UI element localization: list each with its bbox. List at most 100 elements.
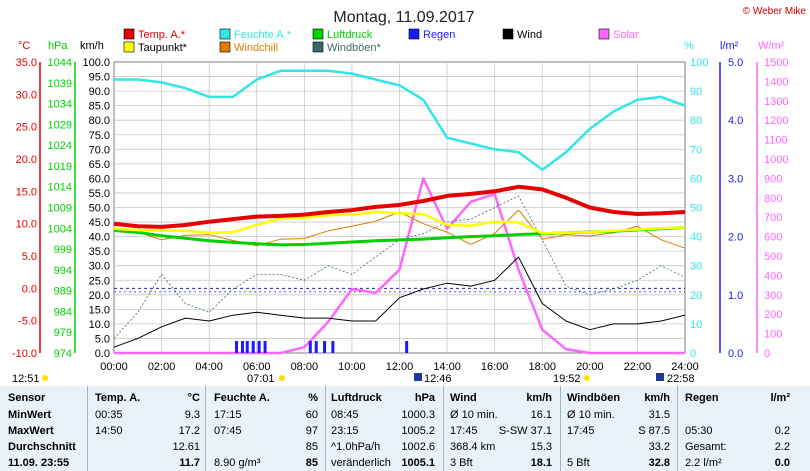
row-label: Durchschnitt (8, 441, 76, 453)
legend-label: Solar (613, 29, 639, 41)
tick-x: 12:00 (386, 361, 414, 373)
rain-bar (331, 341, 335, 353)
rain-bar (240, 341, 244, 353)
tick-rain: 3.0 (728, 173, 743, 185)
tick-solar: 700 (764, 212, 782, 224)
temp-value: 9.3 (184, 409, 200, 421)
tick-x: 18:00 (528, 361, 556, 373)
header-boeen: Windböen (567, 392, 621, 404)
tick-hpa: 1044 (48, 57, 72, 69)
regen-time: 05:30 (685, 425, 713, 437)
tick-x: 06:00 (243, 361, 271, 373)
tick-pct: 70 (690, 144, 702, 156)
series-feuchte-a (114, 69, 686, 171)
header-wind: Wind (450, 392, 477, 404)
rain-bar (235, 341, 239, 353)
tick-x: 22:00 (624, 361, 652, 373)
tick-solar: 400 (764, 270, 782, 282)
legend-swatch (123, 41, 135, 53)
tick-temp: -10.0 (12, 348, 37, 360)
unit-pct: % (684, 40, 694, 52)
regen-value: 0.0 (774, 457, 790, 469)
feuchte-value: 97 (305, 425, 318, 437)
regen-value: 0.2 (774, 425, 790, 437)
druck-time: ^1.0hPa/h (331, 441, 381, 453)
legend-swatch (219, 28, 231, 40)
header-temp-unit: °C (187, 392, 200, 404)
tick-temp: 5.0 (22, 251, 37, 263)
tick-x: 08:00 (291, 361, 319, 373)
mark-sunset: 19:52 (553, 373, 581, 385)
header-regen-unit: l/m² (770, 392, 790, 404)
tick-kmh: 10.0 (89, 319, 110, 331)
tick-rain: 2.0 (728, 232, 743, 244)
tick-x: 00:00 (100, 361, 128, 373)
tick-solar: 800 (764, 193, 782, 205)
tick-solar: 1500 (764, 57, 788, 69)
feuchte-value: 60 (305, 409, 318, 421)
tick-solar: 1400 (764, 76, 788, 88)
unit-hpa: hPa (48, 40, 68, 52)
tick-x: 20:00 (576, 361, 604, 373)
regen-value: 2.2 (774, 441, 790, 453)
series-windchill (113, 209, 686, 249)
tick-hpa: 984 (54, 306, 72, 318)
tick-kmh: 75.0 (89, 130, 110, 142)
tick-solar: 300 (764, 290, 782, 302)
header-temp: Temp. A. (95, 392, 141, 404)
temp-value: 17.2 (178, 425, 200, 437)
temp-value: 11.7 (179, 457, 200, 469)
regen-time: 2.2 l/m² (685, 457, 722, 469)
tick-kmh: 35.0 (89, 246, 110, 258)
boeen-time: 17:45 (567, 425, 595, 437)
temp-value: 12.61 (172, 441, 200, 453)
tick-kmh: 5.0 (95, 333, 110, 345)
feuchte-time: 8.90 g/m³ (214, 457, 261, 469)
sun-icon (42, 375, 48, 381)
header-sensor: Sensor (8, 392, 46, 404)
sun-icon (584, 375, 590, 381)
tick-hpa: 1009 (48, 203, 72, 215)
druck-value: 1005.1 (401, 457, 435, 469)
tick-kmh: 100.0 (82, 57, 110, 69)
tick-hpa: 1004 (48, 223, 72, 235)
tick-solar: 1300 (764, 96, 788, 108)
legend-label: Wind (517, 29, 542, 41)
tick-kmh: 60.0 (89, 173, 110, 185)
wind-value: 16.1 (530, 409, 552, 421)
weather-chart: Montag, 11.09.2017 © Weber Mike Temp. A.… (11, 6, 807, 385)
legend-swatch (408, 28, 420, 40)
temp-time: 00:35 (95, 409, 123, 421)
boeen-time: 5 Bft (567, 457, 590, 469)
tick-hpa: 989 (54, 286, 72, 298)
tick-temp: 35.0 (16, 57, 37, 69)
tick-temp: 10.0 (16, 219, 37, 231)
wind-time: 3 Bft (450, 457, 473, 469)
boeen-value: S 87.5 (638, 425, 670, 437)
tick-solar: 900 (764, 173, 782, 185)
tick-hpa: 1019 (48, 161, 72, 173)
tick-rain: 4.0 (728, 115, 743, 127)
legend-swatch (502, 28, 514, 40)
rain-bar (308, 341, 312, 353)
legend-swatch (219, 41, 231, 53)
noon-icon (414, 373, 422, 381)
tick-x: 16:00 (481, 361, 509, 373)
tick-temp: 0.0 (22, 283, 37, 295)
stats-table: Sensor Temp. A. °C Feuchte A. % Luftdruc… (0, 386, 810, 471)
series-solar (114, 177, 685, 355)
druck-time: 08:45 (331, 409, 359, 421)
wind-time: 368.4 km (450, 441, 496, 453)
tick-pct: 100 (690, 57, 708, 69)
boeen-value: 31.5 (648, 409, 670, 421)
druck-value: 1002.6 (401, 441, 435, 453)
boeen-value: 33.2 (648, 441, 670, 453)
tick-kmh: 40.0 (89, 232, 110, 244)
unit-kmh: km/h (80, 40, 104, 52)
row-label: 11.09. 23:55 (8, 457, 70, 469)
series-wind (113, 256, 686, 348)
tick-temp: 20.0 (16, 154, 37, 166)
row-label: MinWert (8, 409, 52, 421)
tick-hpa: 1034 (48, 99, 72, 111)
tick-pct: 30 (690, 261, 702, 273)
